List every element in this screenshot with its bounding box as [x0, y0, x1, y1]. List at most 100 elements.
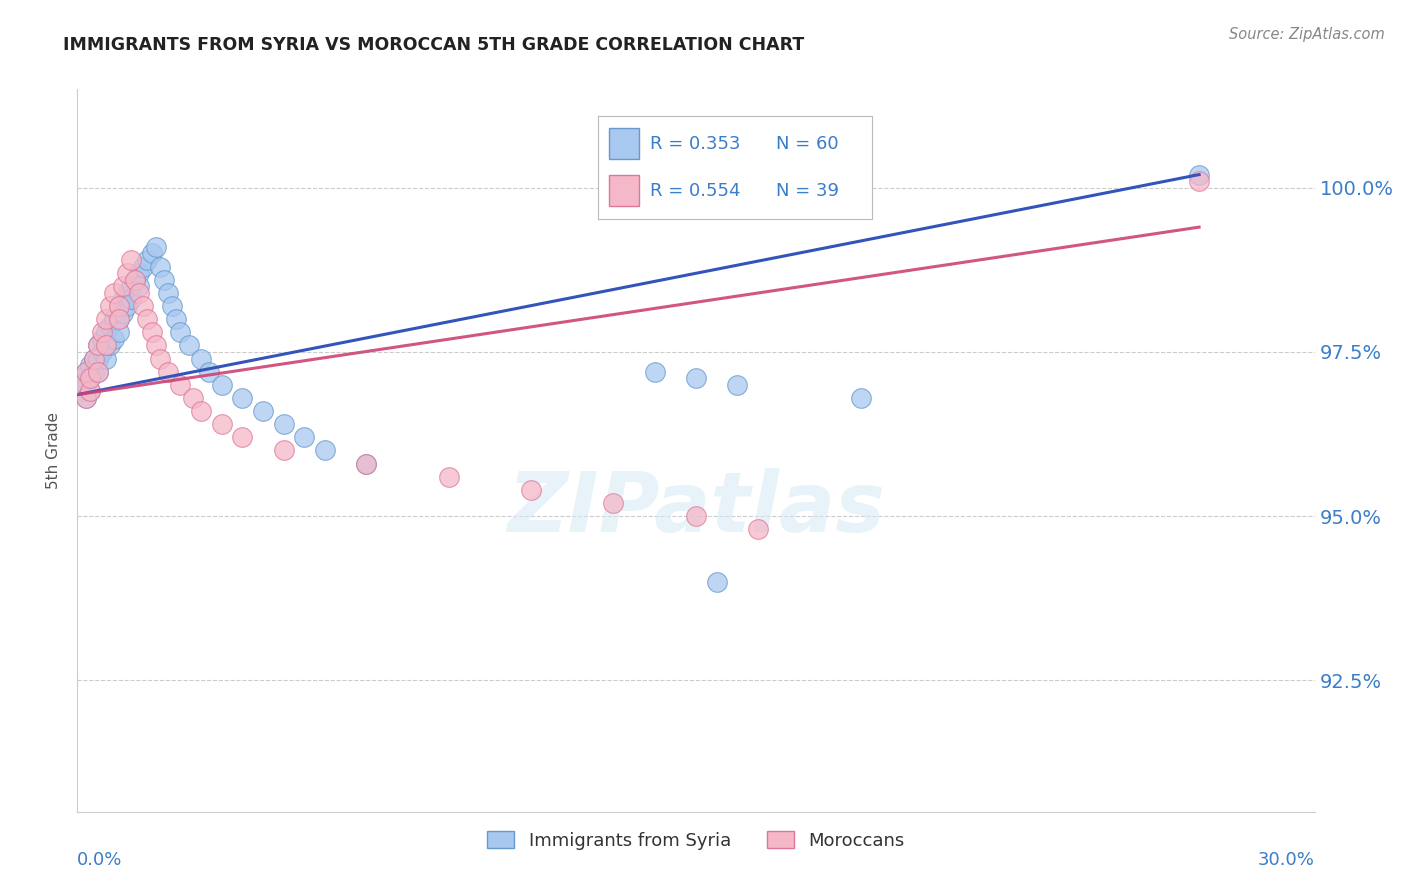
Point [165, 312, 187, 326]
Point [83, 351, 105, 366]
Point [685, 509, 707, 524]
Text: 0.0%: 0.0% [77, 851, 122, 869]
Text: Source: ZipAtlas.com: Source: ZipAtlas.com [1229, 27, 1385, 42]
Point [70, 384, 93, 399]
Point [725, 377, 748, 392]
Point [103, 312, 125, 326]
Point [98, 299, 121, 313]
Point [231, 430, 253, 444]
Point [96, 338, 118, 352]
Point [103, 332, 125, 346]
Point [96, 325, 118, 339]
Text: N = 39: N = 39 [776, 182, 839, 200]
Point [120, 293, 142, 307]
Point [98, 318, 121, 333]
Point [211, 377, 233, 392]
Point [75, 365, 97, 379]
Point [211, 417, 233, 432]
Point [128, 266, 150, 280]
Point [252, 404, 274, 418]
Point [87, 365, 110, 379]
Point [181, 391, 204, 405]
Point [96, 351, 118, 366]
Legend: Immigrants from Syria, Moroccans: Immigrants from Syria, Moroccans [479, 824, 912, 857]
Point [190, 351, 212, 366]
Point [115, 266, 138, 280]
Point [136, 312, 159, 326]
Point [141, 246, 163, 260]
Text: N = 60: N = 60 [776, 135, 838, 153]
Point [79, 371, 101, 385]
Point [644, 365, 666, 379]
Point [96, 312, 118, 326]
Point [124, 273, 146, 287]
Bar [609, 176, 638, 206]
Y-axis label: 5th Grade: 5th Grade [46, 412, 62, 489]
Point [103, 285, 125, 300]
Point [107, 299, 129, 313]
Point [747, 522, 769, 536]
Point [145, 240, 167, 254]
Point [111, 305, 134, 319]
Point [1188, 174, 1211, 188]
Point [115, 285, 138, 300]
Point [149, 260, 172, 274]
Point [70, 377, 93, 392]
Point [169, 377, 191, 392]
Point [79, 384, 101, 399]
Point [136, 252, 159, 267]
Text: ZIPatlas: ZIPatlas [508, 467, 884, 549]
Point [314, 443, 336, 458]
Point [75, 377, 97, 392]
Point [107, 312, 129, 326]
Point [706, 574, 728, 589]
Point [120, 252, 142, 267]
Point [70, 371, 93, 385]
Point [354, 457, 377, 471]
Point [437, 469, 460, 483]
Point [231, 391, 253, 405]
Point [132, 299, 155, 313]
Point [124, 273, 146, 287]
Point [98, 338, 121, 352]
Point [79, 358, 101, 372]
Point [198, 365, 221, 379]
Point [79, 371, 101, 385]
Point [169, 325, 191, 339]
Point [87, 351, 110, 366]
Point [128, 279, 150, 293]
Bar [609, 128, 638, 159]
Point [111, 293, 134, 307]
Point [75, 365, 97, 379]
Point [79, 384, 101, 399]
Point [149, 351, 172, 366]
Point [273, 443, 295, 458]
Point [87, 338, 110, 352]
Point [153, 273, 176, 287]
Point [75, 391, 97, 405]
Point [157, 285, 180, 300]
Point [87, 365, 110, 379]
Point [91, 332, 114, 346]
Point [849, 391, 872, 405]
Point [1188, 168, 1211, 182]
Point [292, 430, 315, 444]
Point [87, 338, 110, 352]
Point [107, 312, 129, 326]
Point [91, 345, 114, 359]
Point [107, 325, 129, 339]
Point [354, 457, 377, 471]
Text: 30.0%: 30.0% [1258, 851, 1315, 869]
Point [190, 404, 212, 418]
Point [120, 279, 142, 293]
Point [96, 338, 118, 352]
Point [157, 365, 180, 379]
Text: IMMIGRANTS FROM SYRIA VS MOROCCAN 5TH GRADE CORRELATION CHART: IMMIGRANTS FROM SYRIA VS MOROCCAN 5TH GR… [63, 36, 804, 54]
Point [91, 325, 114, 339]
Point [132, 260, 155, 274]
Text: R = 0.554: R = 0.554 [650, 182, 740, 200]
Point [141, 325, 163, 339]
Point [602, 496, 624, 510]
Point [520, 483, 543, 497]
Point [83, 351, 105, 366]
